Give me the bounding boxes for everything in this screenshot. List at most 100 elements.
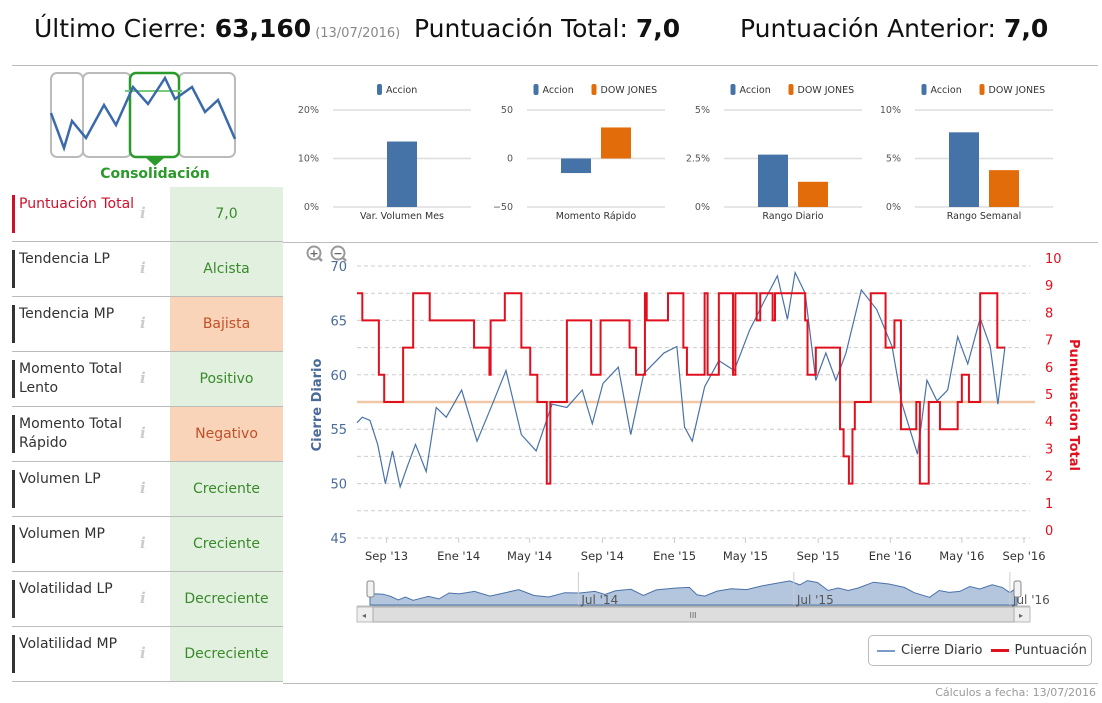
x-tick-label: Ene '15 — [653, 549, 696, 563]
scrollbar-thumb[interactable] — [372, 606, 1015, 623]
total-score-label: Puntuación Total: — [414, 14, 628, 43]
x-tick-label: May '16 — [939, 549, 984, 563]
last-close: Último Cierre: 63,160 (13/07/2016) — [34, 14, 400, 43]
info-icon[interactable]: i — [140, 479, 146, 497]
phase-box-4 — [178, 72, 236, 158]
phase-box-2 — [82, 72, 132, 158]
navigator-label: Jul '15 — [796, 593, 834, 607]
legend-item-close[interactable]: Cierre Diario — [877, 643, 983, 658]
legend-label[interactable]: Accion — [386, 85, 417, 96]
header-divider — [12, 65, 1098, 66]
y2-tick-label: 0 — [1045, 524, 1053, 539]
info-icon[interactable]: i — [140, 259, 146, 277]
legend-score-label: Puntuación — [1014, 643, 1087, 658]
y-tick-label: 20% — [298, 105, 319, 116]
bar-accion[interactable] — [561, 158, 591, 174]
legend-label[interactable]: DOW JONES — [798, 85, 855, 96]
info-icon[interactable]: i — [140, 369, 146, 387]
y2-tick-label: 4 — [1045, 415, 1053, 430]
indicator-value: Creciente — [170, 517, 283, 571]
y-tick-label: 55 — [330, 423, 347, 438]
indicator-label: Volumen MP — [12, 525, 137, 563]
zoom-out-icon[interactable]: − — [330, 245, 347, 262]
phase-pointer-icon — [145, 157, 165, 166]
indicator-value: Alcista — [170, 242, 283, 296]
info-icon[interactable]: i — [140, 314, 146, 332]
x-tick-label: Ene '16 — [869, 549, 912, 563]
info-icon[interactable]: i — [140, 424, 146, 442]
close-price-line[interactable] — [356, 270, 1006, 490]
navigator-right-handle[interactable] — [1013, 580, 1022, 598]
scroll-left-arrow-icon[interactable]: ◂ — [362, 611, 366, 620]
y-tick-label: 50 — [330, 478, 347, 493]
y2-tick-label: 3 — [1045, 442, 1053, 457]
legend-label[interactable]: DOW JONES — [601, 85, 658, 96]
y-tick-label: −50 — [493, 202, 513, 213]
bar-dow-jones[interactable] — [989, 170, 1019, 207]
bar-accion[interactable] — [949, 132, 979, 207]
legend-label[interactable]: Accion — [543, 85, 574, 96]
category-label: Momento Rápido — [556, 211, 637, 222]
x-tick-label: May '15 — [723, 549, 768, 563]
y-tick-label: 45 — [330, 532, 347, 547]
legend-label[interactable]: DOW JONES — [989, 85, 1046, 96]
previous-score-label: Puntuación Anterior: — [740, 14, 996, 43]
bar-accion[interactable] — [758, 154, 788, 207]
last-close-label: Último Cierre: — [34, 14, 207, 43]
y-tick-label: 2.5% — [686, 154, 710, 165]
score-step-line[interactable] — [357, 292, 1005, 485]
phase-illustration — [49, 71, 237, 166]
navigator-left-handle[interactable] — [366, 580, 375, 598]
info-icon[interactable]: i — [140, 534, 146, 552]
y-tick-label: 65 — [330, 314, 347, 329]
legend-swatch-icon — [591, 84, 597, 95]
total-score: Puntuación Total: 7,0 — [414, 14, 680, 43]
footer-divider — [283, 683, 1098, 684]
indicator-label: Volumen LP — [12, 470, 137, 508]
y-tick-label: 5% — [886, 154, 901, 165]
y2-axis-title: Punutuacion Total — [1066, 339, 1081, 471]
scrollbar-grip-icon: III — [689, 611, 696, 620]
indicator-label: Momento Total Lento — [12, 360, 137, 398]
x-tick-label: May '14 — [507, 549, 552, 563]
bar-dow-jones[interactable] — [798, 181, 828, 207]
y-tick-label: 0% — [886, 202, 901, 213]
category-label: Rango Semanal — [947, 211, 1022, 222]
legend-label[interactable]: Accion — [740, 85, 771, 96]
indicator-label: Volatilidad LP — [12, 580, 137, 618]
svg-text:+: + — [309, 247, 318, 260]
indicator-row: Tendencia LP i Alcista — [12, 242, 283, 297]
info-icon[interactable]: i — [140, 644, 146, 662]
indicator-value: 7,0 — [170, 187, 283, 241]
legend-swatch-icon — [377, 84, 382, 95]
bar-dow-jones[interactable] — [601, 127, 631, 159]
navigator-label: Jul '14 — [580, 593, 618, 607]
scroll-right-arrow-icon[interactable]: ▸ — [1019, 611, 1023, 620]
indicator-row: Volatilidad LP i Decreciente — [12, 572, 283, 627]
y-tick-label: 0% — [695, 202, 710, 213]
y2-tick-label: 6 — [1045, 361, 1053, 376]
legend-item-score[interactable]: Puntuación — [990, 643, 1087, 658]
info-icon[interactable]: i — [140, 589, 146, 607]
bar-accion[interactable] — [387, 141, 417, 207]
close-swatch-icon — [877, 649, 895, 652]
chart-legend: Cierre Diario Puntuación — [868, 635, 1092, 666]
charts-divider — [283, 242, 1098, 243]
y-tick-label: 0 — [507, 154, 513, 165]
zoom-in-icon[interactable]: + — [306, 245, 323, 262]
x-tick-label: Sep '13 — [365, 549, 408, 563]
legend-swatch-icon — [788, 84, 794, 95]
y-tick-label: 70 — [330, 260, 347, 275]
indicator-value: Creciente — [170, 462, 283, 516]
y2-tick-label: 5 — [1045, 388, 1053, 403]
indicator-value: Bajista — [170, 297, 283, 351]
x-tick-label: Sep '15 — [797, 549, 840, 563]
legend-label[interactable]: Accion — [931, 85, 962, 96]
info-icon[interactable]: i — [140, 204, 146, 222]
y2-tick-label: 8 — [1045, 306, 1053, 321]
mini-bar-chart: Accion DOW JONES −50 0 50 Momento Rápido — [493, 84, 665, 222]
mini-bar-chart: Accion DOW JONES 0% 5% 10% Rango Semanal — [880, 84, 1053, 222]
y-tick-label: 0% — [304, 202, 319, 213]
y-tick-label: 10% — [298, 154, 319, 165]
